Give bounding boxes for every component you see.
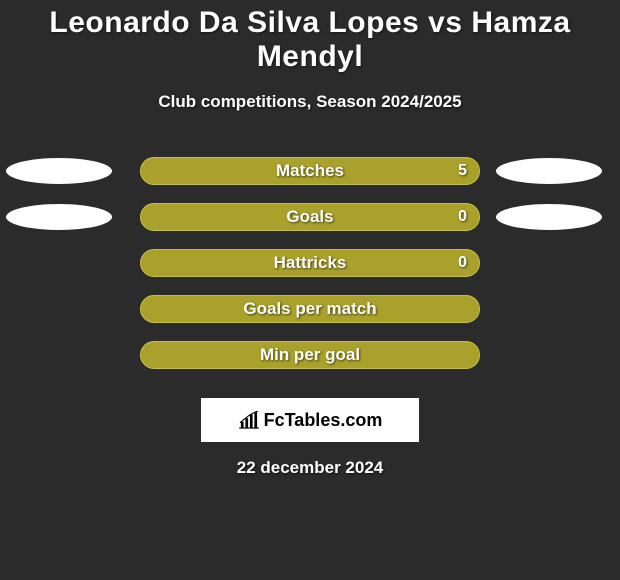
- stat-label: Hattricks: [274, 253, 347, 273]
- stat-bar: Hattricks 0: [140, 249, 480, 277]
- stat-label: Goals per match: [243, 299, 376, 319]
- stat-label: Min per goal: [260, 345, 360, 365]
- left-marker-ellipse: [6, 204, 112, 230]
- comparison-infographic: Leonardo Da Silva Lopes vs Hamza Mendyl …: [0, 0, 620, 580]
- brand-text: FcTables.com: [264, 410, 383, 431]
- stat-rows: Matches 5 Goals 0 Hattricks 0 Goals: [0, 148, 620, 378]
- stat-row: Matches 5: [0, 148, 620, 194]
- stat-value: 0: [458, 208, 467, 226]
- stat-label: Matches: [276, 161, 344, 181]
- stat-row: Goals 0: [0, 194, 620, 240]
- stat-row: Hattricks 0: [0, 240, 620, 286]
- stat-row: Min per goal: [0, 332, 620, 378]
- stat-bar: Matches 5: [140, 157, 480, 185]
- page-subtitle: Club competitions, Season 2024/2025: [0, 92, 620, 112]
- bar-chart-icon: [238, 411, 260, 429]
- right-marker-ellipse: [496, 158, 602, 184]
- stat-label: Goals: [286, 207, 333, 227]
- stat-value: 5: [458, 162, 467, 180]
- stat-bar: Goals per match: [140, 295, 480, 323]
- page-title: Leonardo Da Silva Lopes vs Hamza Mendyl: [0, 0, 620, 74]
- stat-row: Goals per match: [0, 286, 620, 332]
- right-marker-ellipse: [496, 204, 602, 230]
- stat-value: 0: [458, 254, 467, 272]
- stat-bar: Min per goal: [140, 341, 480, 369]
- footer-date: 22 december 2024: [0, 458, 620, 478]
- brand-box: FcTables.com: [201, 398, 419, 442]
- stat-bar: Goals 0: [140, 203, 480, 231]
- left-marker-ellipse: [6, 158, 112, 184]
